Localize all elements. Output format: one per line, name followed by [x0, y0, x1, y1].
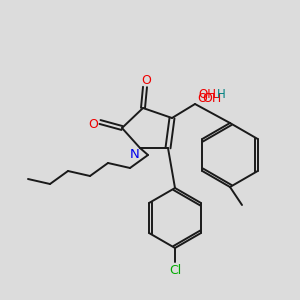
- Text: OH: OH: [202, 92, 221, 104]
- Text: H: H: [217, 88, 226, 100]
- Text: N: N: [130, 148, 140, 160]
- Text: O: O: [88, 118, 98, 130]
- Text: O: O: [141, 74, 151, 86]
- Text: Cl: Cl: [169, 263, 181, 277]
- Text: OH: OH: [198, 88, 216, 100]
- Text: O: O: [197, 92, 207, 104]
